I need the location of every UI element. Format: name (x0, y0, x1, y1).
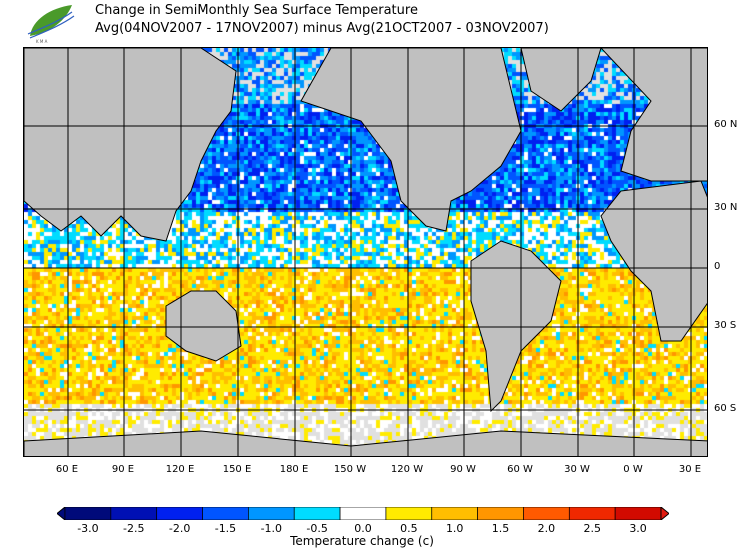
colorbar-tick-label: 1.0 (445, 522, 464, 535)
colorbar-under-arrow (57, 507, 66, 520)
lon-label: 90 E (111, 464, 135, 475)
lon-label: 120 W (390, 464, 424, 475)
colorbar-swatch (64, 507, 112, 520)
continents (24, 48, 707, 456)
colorbar-label: Temperature change (c) (290, 534, 434, 548)
africa (600, 180, 707, 342)
colorbar-tick-label: -2.5 (123, 522, 145, 535)
south-america (470, 240, 562, 413)
chart-subtitle: Avg(04NOV2007 - 17NOV2007) minus Avg(21O… (95, 21, 549, 36)
colorbar-swatch (477, 507, 524, 520)
colorbar-tick-label: 1.5 (491, 522, 510, 535)
lat-label: 30 N (714, 202, 738, 213)
colorbar-swatch (568, 507, 616, 520)
sst-change-map (23, 47, 708, 457)
colorbar-swatch (339, 507, 387, 520)
australia (165, 290, 242, 362)
lon-label: 180 E (279, 464, 309, 475)
colorbar-tick-label: -0.5 (306, 522, 328, 535)
lon-label: 120 E (165, 464, 195, 475)
graticule (24, 48, 707, 456)
colorbar-swatch (156, 507, 203, 520)
north-america (300, 48, 522, 232)
lon-label: 30 E (678, 464, 702, 475)
lon-label: 150 W (333, 464, 367, 475)
colorbar-tick-label: -1.5 (214, 522, 237, 535)
colorbar-tick-label: -1.0 (260, 522, 283, 535)
colorbar-swatch (385, 507, 433, 520)
logo-icon: K M A (27, 5, 75, 44)
colorbar-tick-label: 3.0 (629, 522, 647, 535)
colorbar-tick-label: 0.5 (400, 522, 418, 535)
colorbar-tick-label: -3.0 (77, 522, 99, 535)
lon-label: 150 E (222, 464, 252, 475)
svg-text:K M A: K M A (36, 39, 48, 44)
colorbar-swatch (110, 507, 158, 520)
lat-label: 0 (714, 261, 721, 272)
chart-title: Change in SemiMonthly Sea Surface Temper… (95, 3, 418, 18)
colorbar-tick-label: 2.0 (537, 522, 556, 535)
asia (24, 48, 237, 242)
lat-label: 60 S (714, 403, 737, 414)
lon-label: 90 W (450, 464, 476, 475)
lon-label: 60 W (507, 464, 533, 475)
colorbar (57, 507, 669, 520)
colorbar-tick-label: 2.5 (583, 522, 601, 535)
land-and-grid (24, 48, 707, 456)
antarctica (24, 430, 707, 456)
colorbar-swatch (523, 507, 570, 520)
lat-label: 60 N (714, 119, 738, 130)
colorbar-swatch (614, 507, 662, 520)
greenland (520, 48, 602, 112)
colorbar-tick-label: -2.0 (168, 522, 191, 535)
colorbar-over-arrow (660, 507, 669, 520)
lon-label: 30 W (564, 464, 590, 475)
colorbar-swatch (202, 507, 249, 520)
colorbar-swatch (293, 507, 341, 520)
lon-label: 0 W (623, 464, 643, 475)
europe (600, 48, 707, 182)
colorbar-tick-label: 0.0 (354, 522, 372, 535)
colorbar-swatch (248, 507, 295, 520)
lon-label: 60 E (55, 464, 79, 475)
colorbar-swatch (431, 507, 478, 520)
lat-label: 30 S (714, 320, 737, 331)
